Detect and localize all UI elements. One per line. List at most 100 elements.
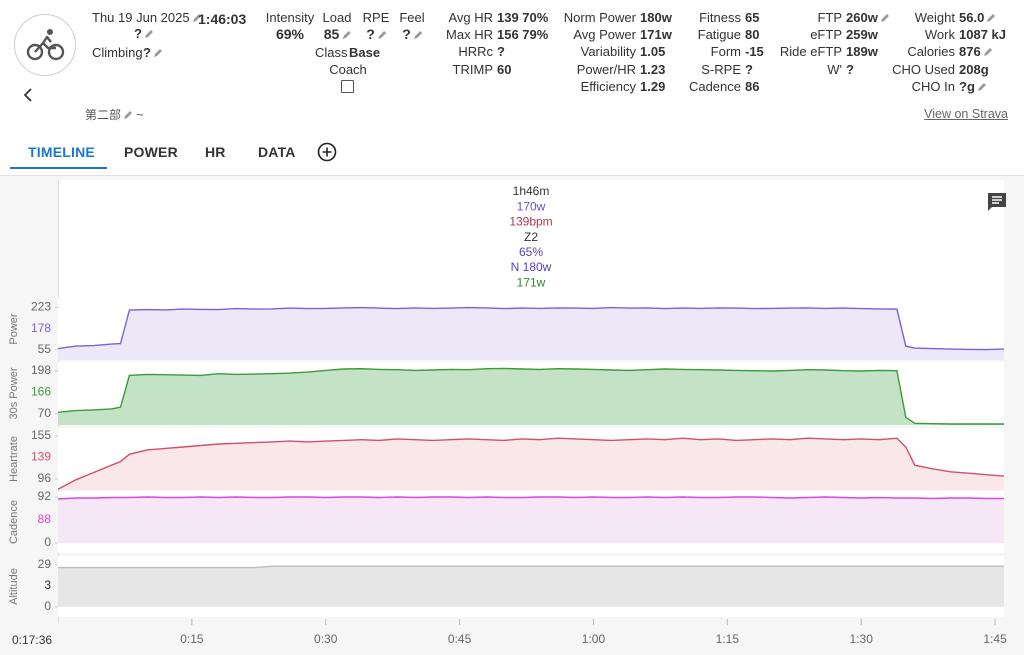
edit-icon[interactable]	[144, 30, 153, 39]
x-tick-label: 0:30	[314, 632, 338, 646]
tab[interactable]: HR	[205, 144, 226, 160]
average-label: 3	[44, 578, 51, 592]
edit-icon[interactable]	[341, 30, 351, 40]
note-suffix: ~	[136, 107, 144, 122]
x-tick-label: 0:45	[448, 632, 472, 646]
x-tick-label: 1:00	[582, 632, 606, 646]
stat-value: 208g	[959, 62, 989, 77]
metric-value[interactable]: 85	[324, 26, 351, 42]
average-label: 88	[38, 512, 52, 526]
y-tick-label: 92	[38, 489, 52, 503]
line	[58, 565, 1004, 569]
axis-label: Cadence	[8, 500, 20, 544]
stat-value: 1.29	[640, 79, 666, 94]
stat-label: eFTP	[810, 27, 842, 42]
stat-label: S-RPE	[701, 62, 741, 77]
activity-name[interactable]: ?	[134, 26, 153, 42]
edit-icon[interactable]	[977, 83, 986, 92]
tab[interactable]: POWER	[124, 144, 178, 160]
date: Thu 19 Jun 2025	[92, 10, 201, 26]
back-button[interactable]	[20, 87, 36, 103]
stat-label: Ride eFTP	[779, 44, 842, 59]
metric-label: RPE	[362, 10, 390, 25]
tab[interactable]: DATA	[258, 144, 296, 160]
summary-line: 65%	[519, 245, 543, 259]
line	[57, 437, 1005, 490]
edit-icon[interactable]	[413, 30, 422, 40]
stat-value: -15	[745, 44, 764, 59]
x-tick-label: 0:15	[180, 632, 204, 646]
edit-icon[interactable]	[880, 14, 889, 23]
stat-label: CHO Used	[892, 62, 955, 77]
stat-value: 180w	[640, 10, 672, 25]
stat-label: Max HR	[446, 27, 493, 42]
stat-label: Variability	[580, 44, 636, 59]
stat-label: Fitness	[699, 10, 741, 25]
x-tick-label: 1:45	[983, 632, 1007, 646]
duration: 1:46:03	[198, 11, 247, 27]
stat-label: Power/HR	[576, 62, 636, 77]
stat-label: Calories	[907, 44, 955, 59]
stat-label: Avg HR	[448, 10, 493, 25]
climbing-value[interactable]: ?	[143, 45, 162, 61]
summary-line: 171w	[517, 275, 546, 289]
class-value[interactable]: Base	[349, 45, 381, 60]
add-tab[interactable]	[316, 141, 338, 163]
edit-icon[interactable]	[153, 49, 162, 58]
tab[interactable]: TIMELINE	[28, 144, 95, 160]
y-tick-label: 223	[31, 300, 51, 314]
y-tick-label: 198	[31, 363, 51, 377]
edit-icon[interactable]	[192, 14, 201, 23]
stat-value: 56.0	[959, 10, 996, 26]
cursor-time: 0:17:36	[12, 633, 53, 647]
summary-line: 1h46m	[513, 184, 550, 198]
summary-line: 170w	[517, 199, 546, 213]
coach-label: Coach	[329, 62, 367, 77]
stat-value: 156 79%	[497, 27, 549, 42]
climbing-label: Climbing	[92, 45, 143, 60]
stat-label: Cadence	[688, 79, 741, 94]
stat-value: 1087 kJ	[959, 27, 1006, 42]
strava-link[interactable]: View on Strava	[924, 107, 1008, 121]
x-tick-label: 1:15	[716, 632, 740, 646]
area	[58, 368, 1004, 425]
line	[57, 306, 1005, 351]
edit-icon[interactable]	[377, 30, 386, 40]
stat-value: ?g	[959, 79, 986, 95]
area	[58, 438, 1004, 490]
summary-line: Z2	[524, 230, 538, 244]
line	[57, 496, 1004, 500]
stat-label: Work	[924, 27, 955, 42]
y-tick-label: 29	[38, 557, 52, 571]
stat-label: Norm Power	[563, 10, 636, 25]
average-label: 139	[31, 450, 51, 464]
axis-label: 30s Power	[8, 367, 20, 419]
metric-value[interactable]: ?	[402, 26, 422, 42]
area	[58, 307, 1004, 360]
metric-value: 69%	[275, 26, 305, 42]
stat-label: HRRc	[458, 44, 493, 59]
coach-checkbox[interactable]	[341, 80, 354, 93]
stat-label: FTP	[817, 10, 842, 25]
comment-icon[interactable]	[988, 193, 1006, 211]
area	[58, 566, 1004, 607]
area	[58, 497, 1004, 543]
edit-icon[interactable]	[123, 111, 133, 120]
y-tick-label: 96	[38, 471, 52, 485]
note[interactable]: 第二部	[85, 107, 133, 123]
avatar[interactable]	[13, 13, 77, 77]
edit-icon[interactable]	[983, 48, 992, 57]
stat-label: Avg Power	[573, 27, 636, 42]
stat-label: W'	[827, 62, 842, 77]
stat-value: 1.05	[640, 44, 666, 59]
stat-value: ?	[497, 44, 505, 59]
stat-label: Efficiency	[580, 79, 636, 94]
edit-icon[interactable]	[986, 14, 996, 23]
stat-value: 80	[745, 27, 760, 42]
average-label: 178	[31, 321, 51, 335]
summary-panel	[58, 180, 1004, 298]
summary-line: N 180w	[511, 260, 552, 274]
metric-value[interactable]: ?	[366, 26, 386, 42]
axis-label: Heartrate	[8, 436, 20, 482]
